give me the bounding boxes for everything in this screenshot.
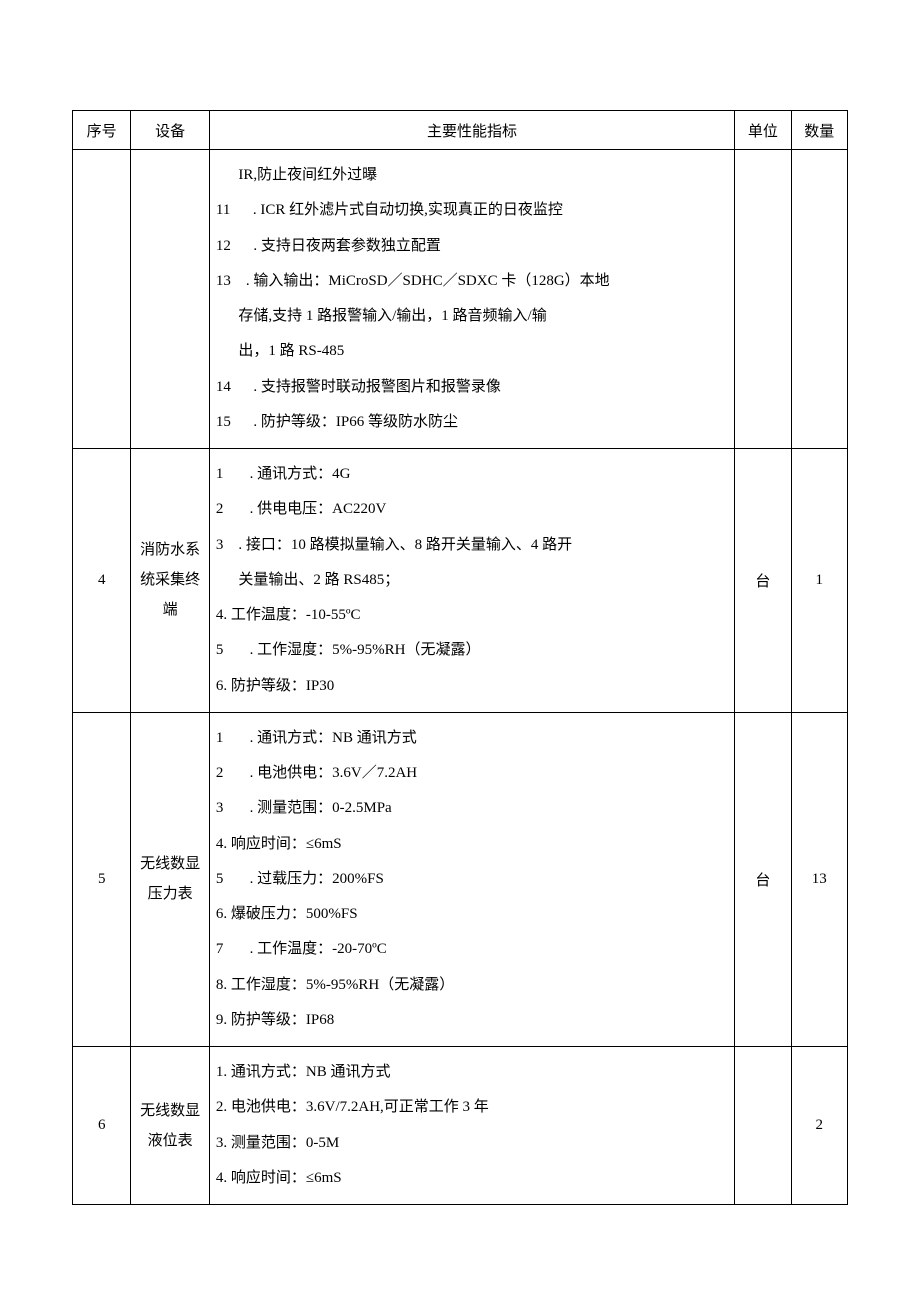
spec-line: 4. 工作温度：-10-55ºC xyxy=(216,598,730,633)
cell-device: 无线数显液位表 xyxy=(131,1047,210,1205)
cell-device: 无线数显压力表 xyxy=(131,712,210,1046)
table-row: 4消防水系统采集终端1 . 通讯方式：4G2 . 供电电压：AC220V3 . … xyxy=(73,449,848,713)
th-idx: 序号 xyxy=(73,111,131,150)
spec-line: 2 . 供电电压：AC220V xyxy=(216,492,730,527)
spec-line: 2 . 电池供电：3.6V／7.2AH xyxy=(216,756,730,791)
spec-table: 序号 设备 主要性能指标 单位 数量 IR,防止夜间红外过曝11 . ICR 红… xyxy=(72,110,848,1205)
spec-line: 15 . 防护等级：IP66 等级防水防尘 xyxy=(216,405,730,440)
cell-unit: 台 xyxy=(735,449,791,713)
cell-device: 消防水系统采集终端 xyxy=(131,449,210,713)
spec-line: IR,防止夜间红外过曝 xyxy=(216,158,730,193)
spec-line: 关量输出、2 路 RS485； xyxy=(216,563,730,598)
table-row: IR,防止夜间红外过曝11 . ICR 红外滤片式自动切换,实现真正的日夜监控1… xyxy=(73,150,848,449)
spec-line: 12 . 支持日夜两套参数独立配置 xyxy=(216,229,730,264)
th-qty: 数量 xyxy=(791,111,847,150)
spec-line: 1. 通讯方式：NB 通讯方式 xyxy=(216,1055,730,1090)
cell-spec: IR,防止夜间红外过曝11 . ICR 红外滤片式自动切换,实现真正的日夜监控1… xyxy=(209,150,734,449)
table-body: IR,防止夜间红外过曝11 . ICR 红外滤片式自动切换,实现真正的日夜监控1… xyxy=(73,150,848,1205)
cell-idx xyxy=(73,150,131,449)
spec-line: 6. 爆破压力：500%FS xyxy=(216,897,730,932)
cell-qty: 2 xyxy=(791,1047,847,1205)
cell-qty xyxy=(791,150,847,449)
spec-line: 9. 防护等级：IP68 xyxy=(216,1003,730,1038)
spec-line: 1 . 通讯方式：4G xyxy=(216,457,730,492)
spec-line: 5 . 过载压力：200%FS xyxy=(216,862,730,897)
spec-line: 出，1 路 RS-485 xyxy=(216,334,730,369)
cell-spec: 1 . 通讯方式：NB 通讯方式2 . 电池供电：3.6V／7.2AH3 . 测… xyxy=(209,712,734,1046)
spec-line: 4. 响应时间：≤6mS xyxy=(216,827,730,862)
spec-line: 13 . 输入输出：MiCroSD／SDHC／SDXC 卡（128G）本地 xyxy=(216,264,730,299)
spec-line: 2. 电池供电：3.6V/7.2AH,可正常工作 3 年 xyxy=(216,1090,730,1125)
spec-line: 存储,支持 1 路报警输入/输出，1 路音频输入/输 xyxy=(216,299,730,334)
cell-idx: 5 xyxy=(73,712,131,1046)
page: 序号 设备 主要性能指标 单位 数量 IR,防止夜间红外过曝11 . ICR 红… xyxy=(0,0,920,1265)
cell-spec: 1 . 通讯方式：4G2 . 供电电压：AC220V3 . 接口：10 路模拟量… xyxy=(209,449,734,713)
table-header-row: 序号 设备 主要性能指标 单位 数量 xyxy=(73,111,848,150)
table-row: 6无线数显液位表1. 通讯方式：NB 通讯方式2. 电池供电：3.6V/7.2A… xyxy=(73,1047,848,1205)
spec-line: 6. 防护等级：IP30 xyxy=(216,669,730,704)
spec-line: 11 . ICR 红外滤片式自动切换,实现真正的日夜监控 xyxy=(216,193,730,228)
spec-line: 4. 响应时间：≤6mS xyxy=(216,1161,730,1196)
cell-qty: 13 xyxy=(791,712,847,1046)
spec-line: 5 . 工作湿度：5%-95%RH（无凝露） xyxy=(216,633,730,668)
cell-device xyxy=(131,150,210,449)
cell-unit: 台 xyxy=(735,712,791,1046)
cell-idx: 6 xyxy=(73,1047,131,1205)
spec-line: 3 . 接口：10 路模拟量输入、8 路开关量输入、4 路开 xyxy=(216,528,730,563)
spec-line: 8. 工作湿度：5%-95%RH（无凝露） xyxy=(216,968,730,1003)
th-spec: 主要性能指标 xyxy=(209,111,734,150)
th-device: 设备 xyxy=(131,111,210,150)
spec-line: 3. 测量范围：0-5M xyxy=(216,1126,730,1161)
spec-line: 3 . 测量范围：0-2.5MPa xyxy=(216,791,730,826)
cell-spec: 1. 通讯方式：NB 通讯方式2. 电池供电：3.6V/7.2AH,可正常工作 … xyxy=(209,1047,734,1205)
spec-line: 14 . 支持报警时联动报警图片和报警录像 xyxy=(216,370,730,405)
cell-idx: 4 xyxy=(73,449,131,713)
cell-qty: 1 xyxy=(791,449,847,713)
cell-unit xyxy=(735,1047,791,1205)
spec-line: 1 . 通讯方式：NB 通讯方式 xyxy=(216,721,730,756)
th-unit: 单位 xyxy=(735,111,791,150)
table-row: 5无线数显压力表1 . 通讯方式：NB 通讯方式2 . 电池供电：3.6V／7.… xyxy=(73,712,848,1046)
spec-line: 7 . 工作温度：-20-70ºC xyxy=(216,932,730,967)
cell-unit xyxy=(735,150,791,449)
